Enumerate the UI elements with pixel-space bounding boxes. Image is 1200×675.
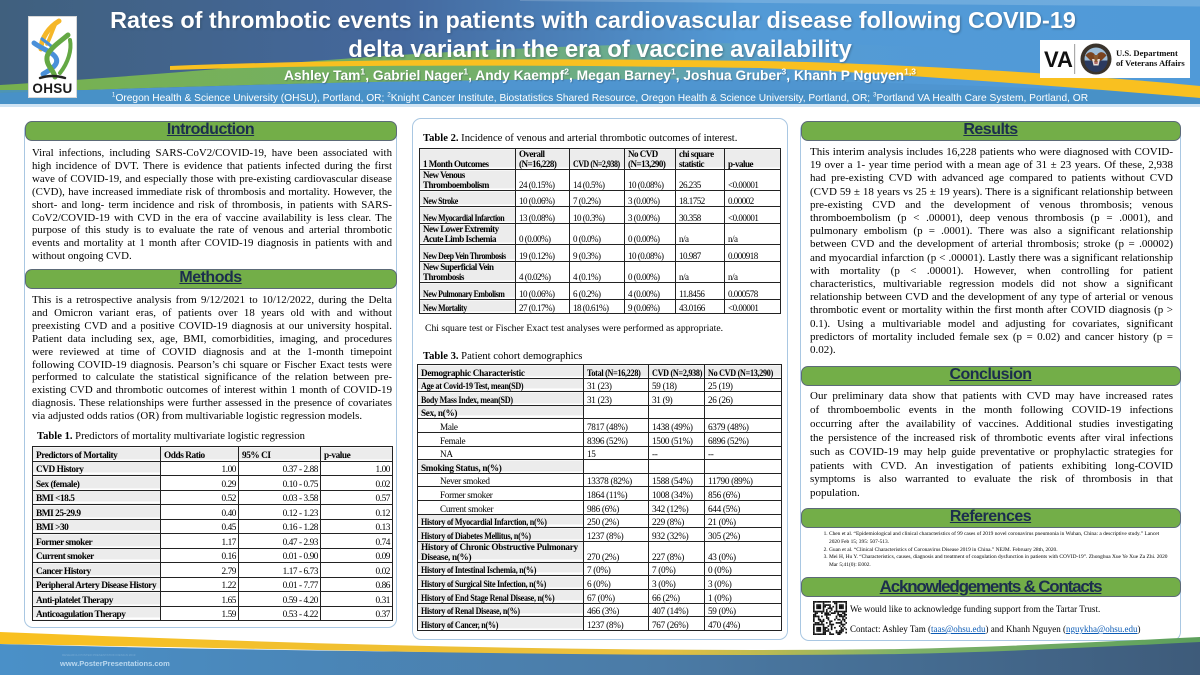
svg-text:www.PosterPresentations.com: www.PosterPresentations.com [59,659,170,668]
svg-text:OHSU: OHSU [32,81,72,96]
svg-text:of Veterans Affairs: of Veterans Affairs [1116,58,1185,68]
svg-text:RESEARCH POSTER PRESENTATION D: RESEARCH POSTER PRESENTATION DESIGN 2019 [62,653,136,657]
svg-text:VA: VA [1044,47,1073,72]
svg-text:U.S. Department: U.S. Department [1116,48,1178,58]
